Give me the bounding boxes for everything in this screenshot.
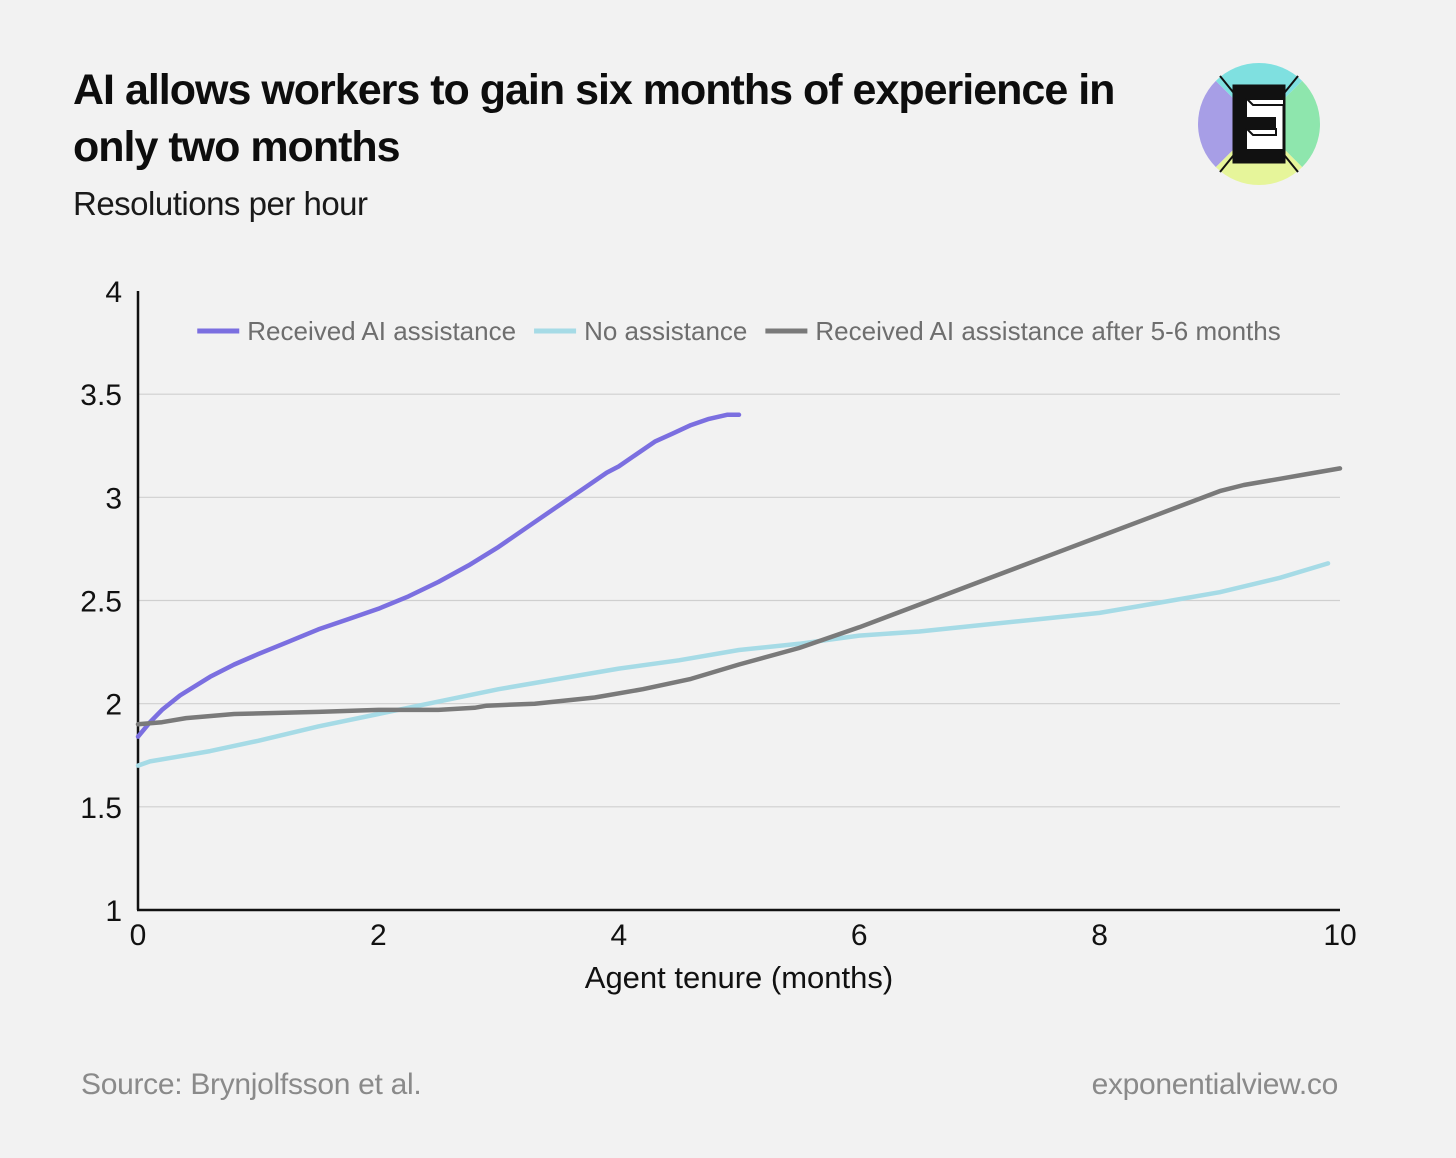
y-tick-label: 4 xyxy=(105,276,122,309)
gridlines xyxy=(138,393,1340,808)
y-tick-label: 3.5 xyxy=(80,379,122,412)
logo-quadrant-right xyxy=(1259,63,1320,185)
x-axis-label: Agent tenure (months) xyxy=(585,960,893,995)
site-credit: exponentialview.co xyxy=(1091,1068,1339,1101)
legend-label-1: Received AI assistance xyxy=(247,316,516,346)
series-line-2 xyxy=(135,561,1331,768)
legend-label-3: Received AI assistance after 5-6 months xyxy=(815,316,1280,346)
logo-quadrant-left xyxy=(1198,63,1259,185)
y-tick-label: 1.5 xyxy=(80,792,122,825)
chart-title: AI allows workers to gain six months of … xyxy=(73,66,1115,171)
logo-letter-e xyxy=(1232,84,1286,164)
exponential-view-logo xyxy=(1198,63,1320,185)
tick-labels: 1 1.5 2 2.5 3 3.5 4 0 2 4 6 8 10 xyxy=(80,276,1356,952)
x-tick-label: 8 xyxy=(1091,919,1108,952)
x-tick-label: 2 xyxy=(370,919,387,952)
y-tick-label: 2 xyxy=(105,689,122,722)
series-line-1 xyxy=(135,412,742,739)
y-tick-label: 1 xyxy=(105,895,122,928)
x-tick-label: 6 xyxy=(851,919,868,952)
legend: Received AI assistance No assistance Recei… xyxy=(197,316,1281,346)
x-tick-label: 4 xyxy=(610,919,627,952)
y-tick-label: 2.5 xyxy=(80,586,122,619)
x-tick-label: 10 xyxy=(1323,919,1356,952)
chart-subtitle: Resolutions per hour xyxy=(73,185,368,222)
x-tick-label: 0 xyxy=(130,919,147,952)
y-tick-label: 3 xyxy=(105,482,122,515)
series-lines xyxy=(135,412,1343,768)
legend-label-2: No assistance xyxy=(584,316,747,346)
axes xyxy=(136,291,1340,912)
source-note: Source: Brynjolfsson et al. xyxy=(81,1068,422,1101)
series-line-3 xyxy=(135,466,1343,727)
